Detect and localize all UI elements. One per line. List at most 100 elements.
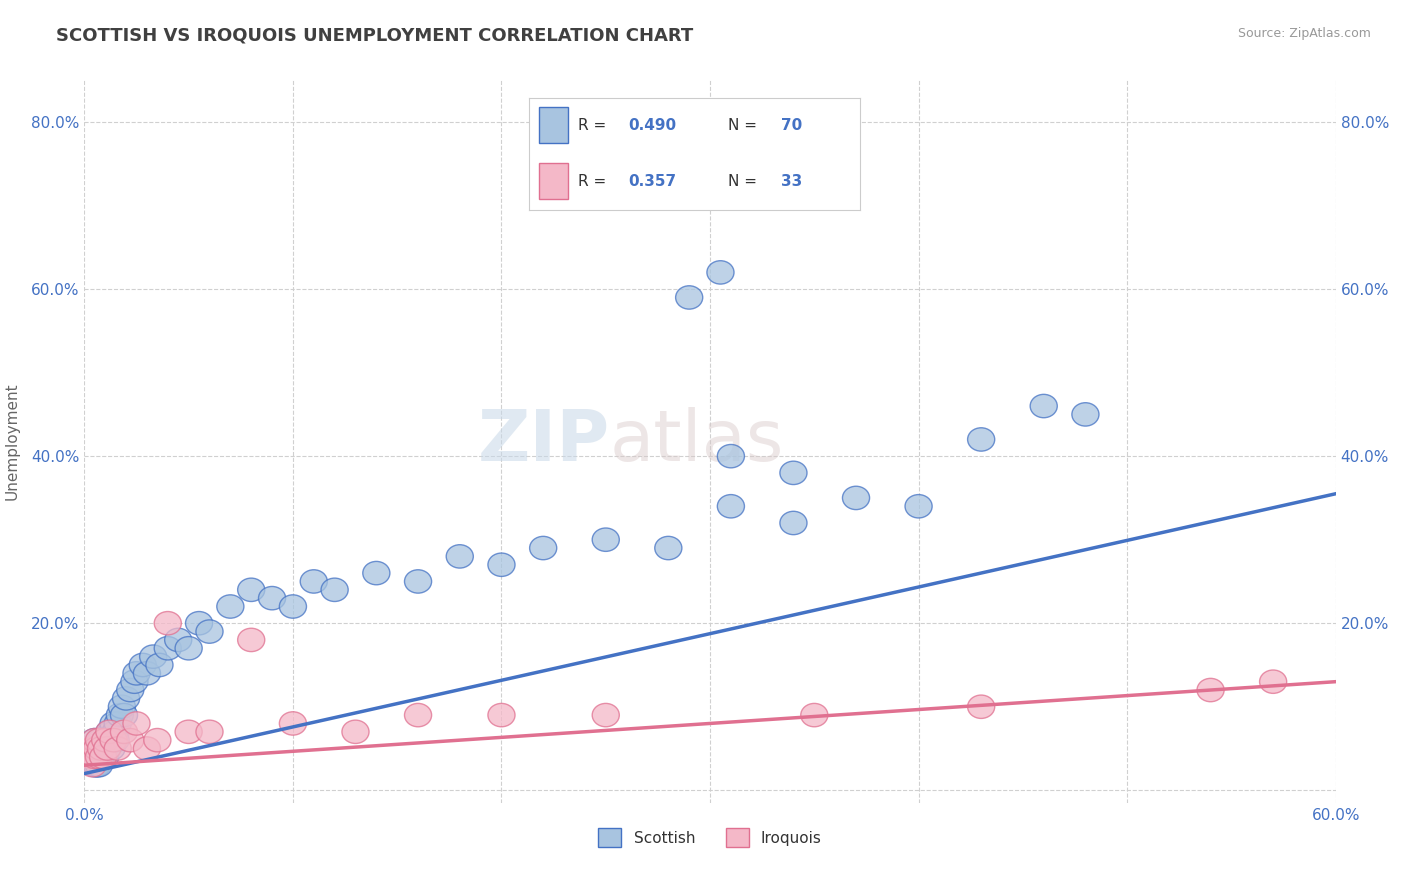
Ellipse shape bbox=[134, 662, 160, 685]
Ellipse shape bbox=[134, 737, 160, 760]
Ellipse shape bbox=[155, 637, 181, 660]
Ellipse shape bbox=[238, 628, 264, 652]
Ellipse shape bbox=[676, 178, 703, 201]
Ellipse shape bbox=[905, 494, 932, 518]
Ellipse shape bbox=[86, 737, 112, 760]
Ellipse shape bbox=[83, 737, 111, 760]
Ellipse shape bbox=[707, 260, 734, 284]
Ellipse shape bbox=[77, 745, 104, 769]
Ellipse shape bbox=[405, 704, 432, 727]
Ellipse shape bbox=[94, 737, 121, 760]
Ellipse shape bbox=[100, 712, 127, 735]
Ellipse shape bbox=[91, 729, 118, 752]
Ellipse shape bbox=[301, 570, 328, 593]
Ellipse shape bbox=[98, 720, 125, 744]
Ellipse shape bbox=[676, 285, 703, 310]
Ellipse shape bbox=[238, 578, 264, 601]
Text: atlas: atlas bbox=[610, 407, 785, 476]
Ellipse shape bbox=[86, 745, 112, 769]
Ellipse shape bbox=[592, 528, 619, 551]
Ellipse shape bbox=[83, 737, 111, 760]
Ellipse shape bbox=[488, 704, 515, 727]
Ellipse shape bbox=[91, 737, 118, 760]
Ellipse shape bbox=[165, 628, 191, 652]
Ellipse shape bbox=[842, 486, 869, 509]
Ellipse shape bbox=[780, 461, 807, 484]
Ellipse shape bbox=[94, 737, 121, 760]
Ellipse shape bbox=[363, 561, 389, 585]
Ellipse shape bbox=[79, 745, 107, 769]
Ellipse shape bbox=[96, 720, 122, 744]
Ellipse shape bbox=[259, 586, 285, 610]
Ellipse shape bbox=[103, 720, 129, 744]
Ellipse shape bbox=[87, 745, 115, 769]
Ellipse shape bbox=[82, 745, 108, 769]
Ellipse shape bbox=[176, 720, 202, 744]
Legend: Scottish, Iroquois: Scottish, Iroquois bbox=[592, 822, 828, 853]
Ellipse shape bbox=[90, 745, 117, 769]
Ellipse shape bbox=[155, 612, 181, 635]
Ellipse shape bbox=[117, 729, 143, 752]
Ellipse shape bbox=[121, 670, 148, 693]
Ellipse shape bbox=[87, 729, 115, 752]
Text: Source: ZipAtlas.com: Source: ZipAtlas.com bbox=[1237, 27, 1371, 40]
Ellipse shape bbox=[86, 729, 112, 752]
Y-axis label: Unemployment: Unemployment bbox=[4, 383, 20, 500]
Ellipse shape bbox=[104, 737, 131, 760]
Ellipse shape bbox=[87, 737, 115, 760]
Ellipse shape bbox=[79, 754, 107, 777]
Ellipse shape bbox=[801, 704, 828, 727]
Ellipse shape bbox=[488, 553, 515, 576]
Ellipse shape bbox=[96, 720, 122, 744]
Ellipse shape bbox=[129, 653, 156, 677]
Ellipse shape bbox=[280, 712, 307, 735]
Ellipse shape bbox=[967, 695, 994, 718]
Ellipse shape bbox=[195, 720, 224, 744]
Ellipse shape bbox=[530, 536, 557, 560]
Ellipse shape bbox=[717, 494, 744, 518]
Ellipse shape bbox=[94, 729, 121, 752]
Ellipse shape bbox=[82, 729, 108, 752]
Text: ZIP: ZIP bbox=[478, 407, 610, 476]
Ellipse shape bbox=[82, 729, 108, 752]
Ellipse shape bbox=[139, 645, 167, 668]
Ellipse shape bbox=[112, 687, 139, 710]
Ellipse shape bbox=[98, 737, 125, 760]
Ellipse shape bbox=[91, 745, 118, 769]
Ellipse shape bbox=[405, 570, 432, 593]
Ellipse shape bbox=[107, 704, 134, 727]
Ellipse shape bbox=[592, 704, 619, 727]
Ellipse shape bbox=[717, 444, 744, 467]
Ellipse shape bbox=[82, 737, 108, 760]
Ellipse shape bbox=[96, 729, 122, 752]
Ellipse shape bbox=[108, 695, 135, 718]
Ellipse shape bbox=[446, 545, 474, 568]
Ellipse shape bbox=[111, 720, 138, 744]
Ellipse shape bbox=[342, 720, 368, 744]
Ellipse shape bbox=[91, 729, 118, 752]
Ellipse shape bbox=[146, 653, 173, 677]
Ellipse shape bbox=[86, 754, 112, 777]
Ellipse shape bbox=[111, 704, 138, 727]
Ellipse shape bbox=[321, 578, 349, 601]
Ellipse shape bbox=[117, 678, 143, 702]
Ellipse shape bbox=[79, 737, 107, 760]
Ellipse shape bbox=[90, 745, 117, 769]
Ellipse shape bbox=[82, 754, 108, 777]
Ellipse shape bbox=[280, 595, 307, 618]
Ellipse shape bbox=[176, 637, 202, 660]
Ellipse shape bbox=[87, 737, 115, 760]
Ellipse shape bbox=[77, 745, 104, 769]
Ellipse shape bbox=[122, 662, 150, 685]
Ellipse shape bbox=[143, 729, 172, 752]
Ellipse shape bbox=[1260, 670, 1286, 693]
Ellipse shape bbox=[655, 536, 682, 560]
Text: SCOTTISH VS IROQUOIS UNEMPLOYMENT CORRELATION CHART: SCOTTISH VS IROQUOIS UNEMPLOYMENT CORREL… bbox=[56, 27, 693, 45]
Ellipse shape bbox=[83, 745, 111, 769]
Ellipse shape bbox=[195, 620, 224, 643]
Ellipse shape bbox=[100, 729, 127, 752]
Ellipse shape bbox=[104, 712, 131, 735]
Ellipse shape bbox=[186, 612, 212, 635]
Ellipse shape bbox=[217, 595, 243, 618]
Ellipse shape bbox=[86, 745, 112, 769]
